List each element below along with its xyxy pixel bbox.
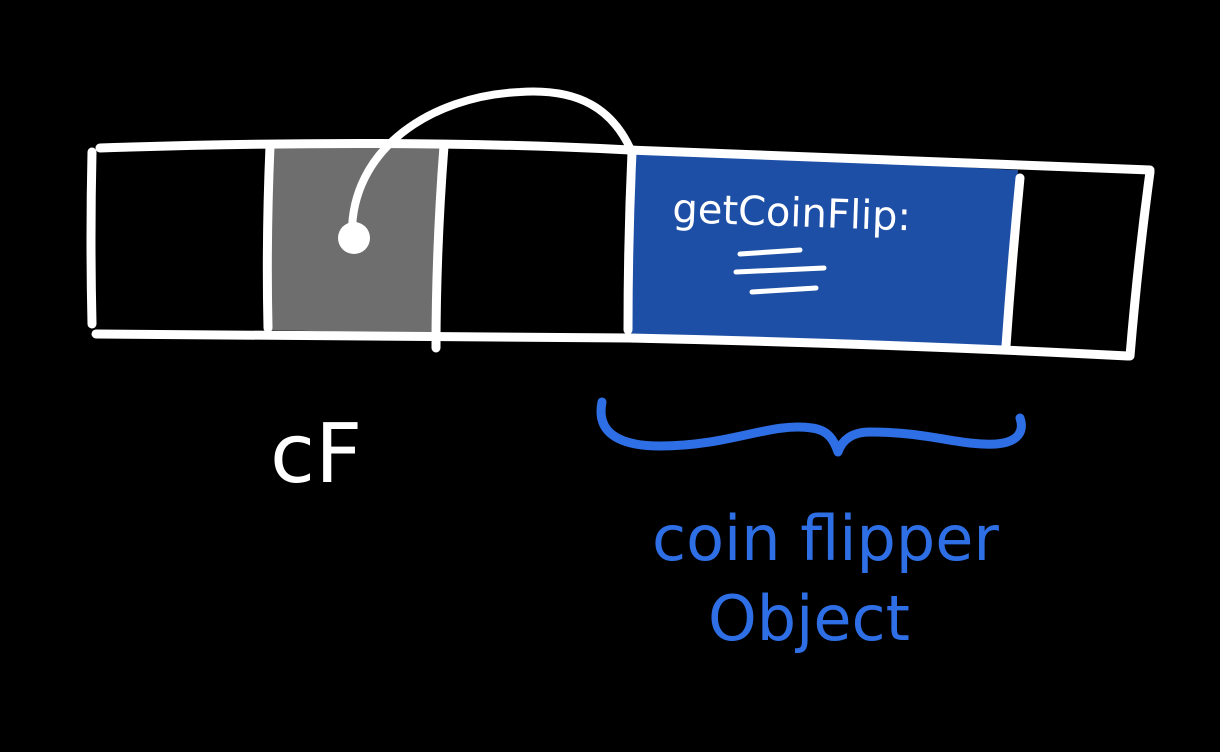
method-body-line-3: [749, 285, 819, 295]
strip-left-edge: [86, 147, 97, 329]
pointer-arrow-line: [347, 87, 634, 240]
pointer-arrow: [338, 87, 634, 254]
cell-divider-1: [262, 141, 275, 333]
pointer-origin-dot: [338, 222, 370, 254]
cell-divider-2: [431, 141, 449, 353]
object-label-line-2: Object: [708, 582, 910, 655]
cell-divider-4: [1001, 173, 1025, 351]
method-body-line-1: [737, 247, 803, 257]
object-brace: [596, 397, 1026, 457]
object-cell-fill: [628, 150, 1018, 352]
strip-right-edge: [1125, 167, 1155, 361]
method-label: getCoinFlip:: [672, 186, 912, 240]
strip-bottom-edge: [91, 329, 1133, 361]
cell-divider-3: [623, 147, 637, 335]
method-body-line-2: [733, 265, 827, 275]
variable-label: cF: [270, 407, 362, 502]
method-body-lines: [733, 247, 827, 295]
object-label-line-1: coin flipper: [652, 502, 999, 575]
